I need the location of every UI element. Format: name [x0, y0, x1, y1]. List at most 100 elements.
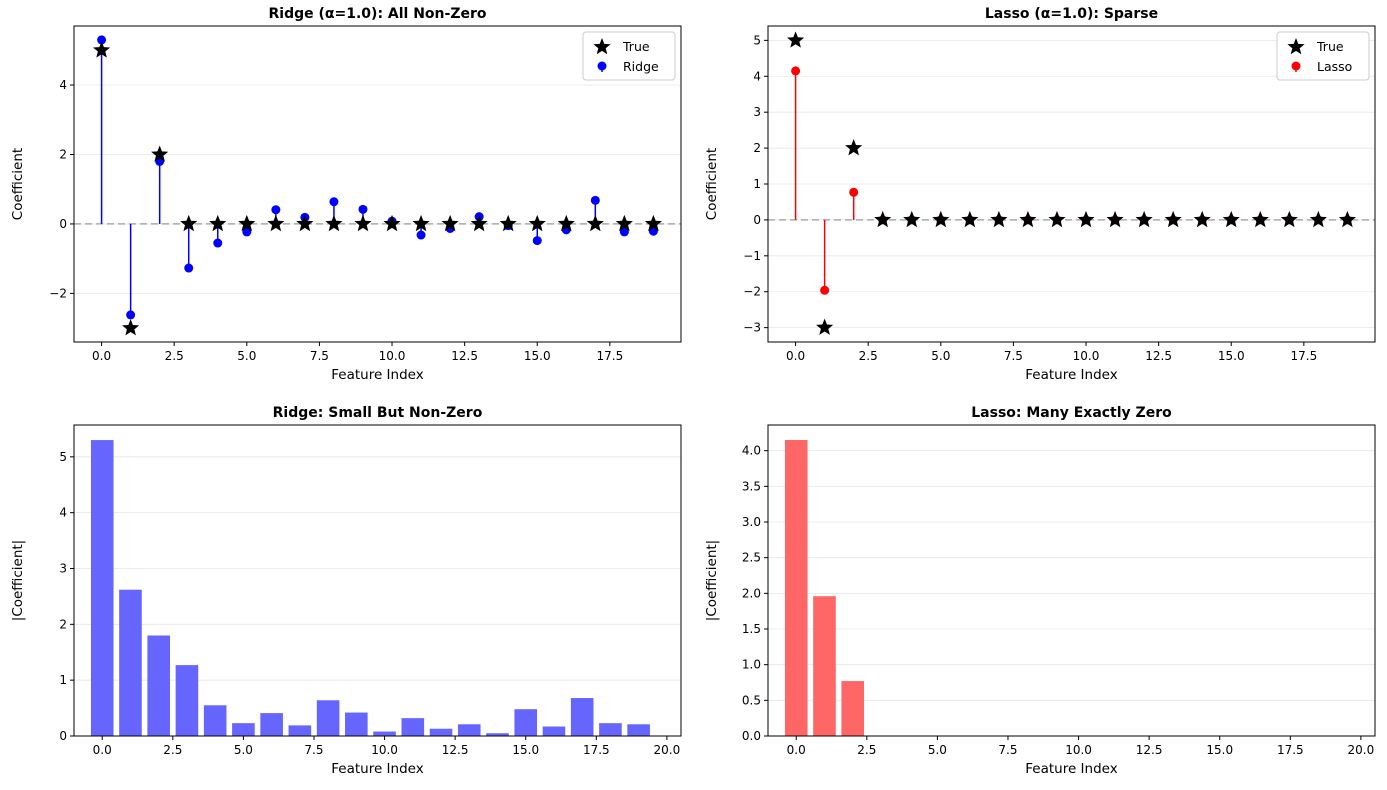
- x-tick-label: 15.0: [1206, 743, 1233, 757]
- bar: [542, 726, 566, 736]
- y-tick-label: 0: [59, 217, 67, 231]
- true-star-point: [586, 214, 604, 232]
- bar: [401, 718, 425, 736]
- x-tick-label: 10.0: [371, 743, 398, 757]
- x-tick-label: 20.0: [654, 743, 681, 757]
- bar: [232, 723, 255, 736]
- y-axis-label: Coefficient: [704, 148, 720, 220]
- bar: [316, 700, 340, 736]
- estimate-point: [126, 310, 136, 320]
- y-tick-label: 2: [753, 141, 761, 155]
- true-star-point: [93, 41, 111, 58]
- ridge-stem-panel: 0.0 2.5 5.0 7.5 10.0 12.5 15.0 17.5 −2 0 2 4 Ridge (…: [10, 6, 682, 383]
- legend-label: True: [1316, 39, 1344, 54]
- legend-label: Lasso: [1317, 59, 1352, 74]
- x-tick-label: 17.5: [1277, 743, 1304, 757]
- bar: [203, 705, 227, 736]
- true-star-point: [122, 319, 140, 336]
- legend-marker-icon: [597, 61, 607, 71]
- true-star-point: [470, 214, 488, 232]
- bar: [260, 713, 283, 736]
- lasso-stem-panel: 0.0 2.5 5.0 7.5 10.0 12.5 15.0 17.5 −3 −2 −1 0 1 2 3 4 5…: [704, 6, 1376, 383]
- true-star-point: [499, 214, 517, 232]
- x-tick-label: 5.0: [237, 349, 256, 363]
- x-tick-label: 0.0: [787, 743, 806, 757]
- estimate-point: [849, 187, 859, 197]
- bar: [147, 635, 170, 736]
- y-tick-label: 0.5: [742, 693, 761, 707]
- bar: [119, 589, 142, 736]
- true-star-point: [1309, 210, 1327, 228]
- x-tick-label: 0.0: [92, 349, 111, 363]
- true-star-point: [180, 214, 198, 232]
- estimate-point: [791, 66, 801, 76]
- bar: [345, 712, 368, 736]
- x-axis-label: Feature Index: [331, 761, 423, 777]
- y-tick-label: 3.5: [742, 479, 761, 493]
- true-star-point: [787, 31, 805, 48]
- true-star-point: [1251, 210, 1269, 228]
- y-tick-label: 3: [59, 561, 67, 575]
- true-star-point: [1106, 210, 1124, 228]
- x-tick-label: 15.0: [1218, 349, 1245, 363]
- true-star-point: [1280, 210, 1298, 228]
- bar: [514, 709, 538, 736]
- bar: [373, 731, 396, 736]
- bar: [813, 596, 836, 736]
- y-tick-label: 2: [59, 147, 67, 161]
- true-star-point: [1164, 210, 1182, 228]
- estimate-point: [242, 227, 252, 237]
- chart-title: Lasso (α=1.0): Sparse: [985, 6, 1158, 22]
- x-tick-label: 10.0: [379, 349, 406, 363]
- true-star-point: [1019, 210, 1037, 228]
- y-tick-label: 1: [753, 177, 761, 191]
- ridge-bar-panel: 0.0 2.5 5.0 7.5 10.0 12.5 15.0 17.5 20.0 0 1 2 3 4 5 Ri…: [10, 405, 682, 777]
- x-tick-label: 5.0: [234, 743, 253, 757]
- x-tick-label: 15.0: [512, 743, 539, 757]
- x-tick-label: 5.0: [928, 743, 947, 757]
- true-star-point: [151, 145, 169, 162]
- chart-title: Ridge (α=1.0): All Non-Zero: [269, 6, 487, 22]
- estimate-point: [532, 236, 542, 246]
- y-tick-label: −1: [743, 249, 761, 263]
- true-star-point: [961, 210, 979, 228]
- x-tick-label: 7.5: [998, 743, 1017, 757]
- true-star-point: [412, 214, 430, 232]
- bar: [784, 439, 808, 736]
- true-star-point: [1048, 210, 1066, 228]
- y-tick-label: 3: [753, 105, 761, 119]
- bar: [175, 665, 199, 736]
- x-tick-label: 2.5: [163, 743, 182, 757]
- y-axis-label: Coefficient: [10, 148, 26, 220]
- bar: [429, 728, 453, 736]
- y-tick-label: 1.0: [742, 658, 761, 672]
- x-tick-label: 20.0: [1348, 743, 1375, 757]
- x-axis-label: Feature Index: [1025, 761, 1117, 777]
- x-tick-label: 17.5: [1290, 349, 1317, 363]
- estimate-point: [213, 238, 223, 248]
- true-star-point: [1135, 210, 1153, 228]
- true-star-point: [557, 214, 575, 232]
- true-star-point: [296, 214, 314, 232]
- legend-star-icon: [1287, 38, 1305, 55]
- x-tick-label: 2.5: [857, 743, 876, 757]
- true-star-point: [615, 214, 633, 232]
- axes-frame: [767, 424, 1376, 737]
- estimate-point: [416, 230, 426, 240]
- y-tick-label: 4.0: [742, 444, 761, 458]
- x-tick-label: 7.5: [304, 743, 323, 757]
- estimate-point: [184, 263, 194, 273]
- estimate-point: [271, 205, 281, 215]
- y-tick-label: −2: [49, 286, 67, 300]
- legend-label: Ridge: [623, 59, 659, 74]
- true-star-point: [1077, 210, 1095, 228]
- true-star-point: [209, 214, 227, 232]
- axes-frame: [73, 25, 682, 343]
- true-star-point: [238, 214, 256, 232]
- bar: [457, 724, 481, 736]
- estimate-point: [619, 227, 629, 237]
- y-tick-label: 4: [59, 78, 67, 92]
- y-tick-label: 5: [753, 33, 761, 47]
- lasso-bar-panel: 0.0 2.5 5.0 7.5 10.0 12.5 15.0 17.5 20.0 0.0 0.5 1.…: [704, 405, 1376, 777]
